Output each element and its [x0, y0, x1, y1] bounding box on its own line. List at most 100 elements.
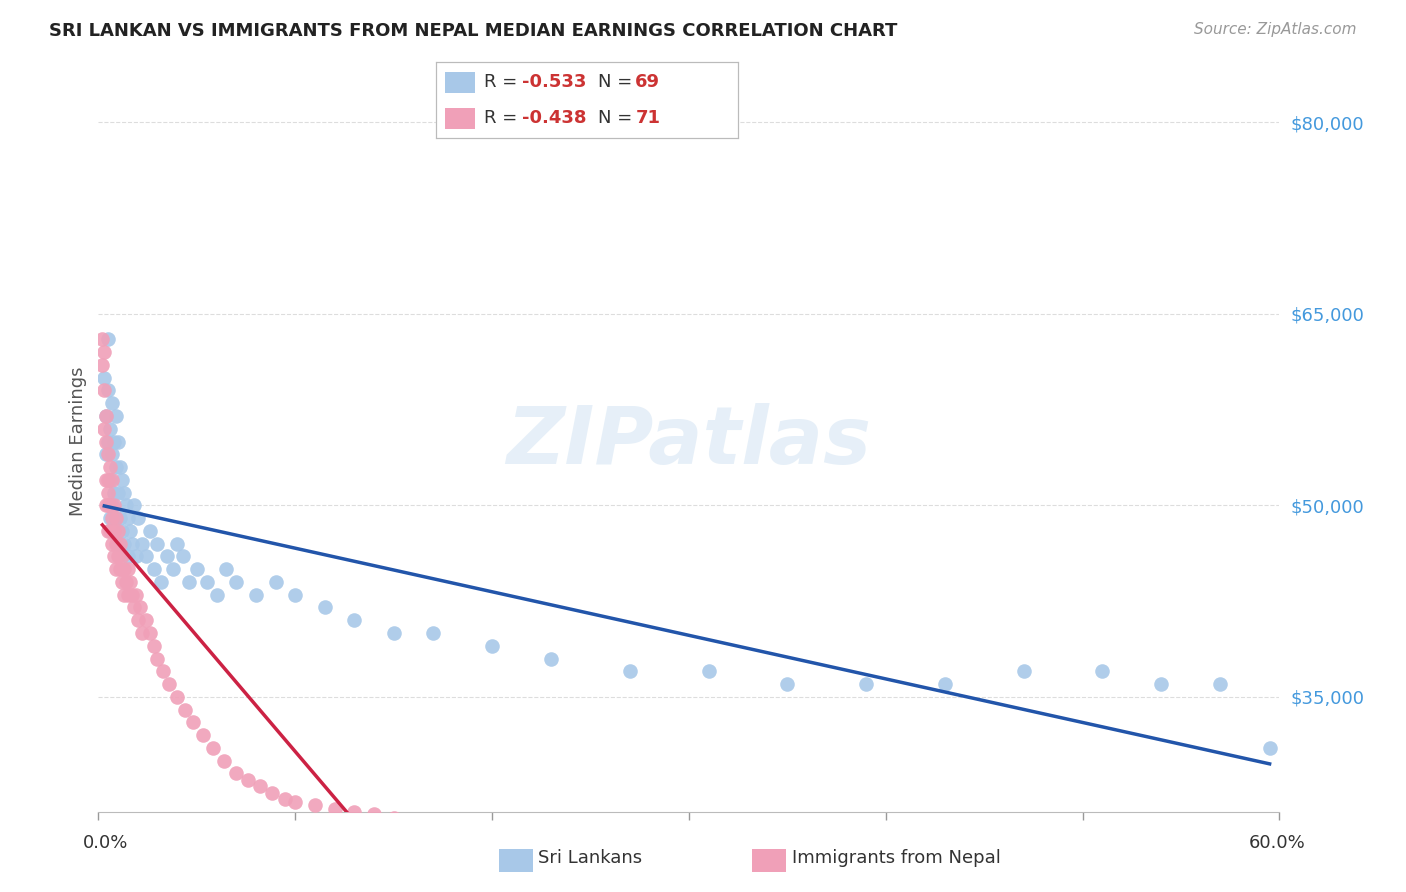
Point [107, 549, 129, 564]
Point [107, 524, 129, 538]
Point [146, 536, 169, 550]
Point [166, 690, 188, 704]
Point [97, 499, 120, 513]
Point [128, 600, 150, 615]
Text: Sri Lankans: Sri Lankans [538, 849, 643, 867]
Point [112, 562, 135, 576]
Point [97, 447, 120, 461]
Point [382, 626, 405, 640]
Point [105, 460, 128, 475]
Point [118, 574, 141, 589]
Point [103, 499, 125, 513]
Point [236, 772, 259, 787]
Text: 69: 69 [636, 73, 661, 91]
Point [101, 396, 124, 410]
Point [117, 549, 139, 564]
Point [934, 677, 956, 691]
Point [201, 740, 224, 755]
Point [101, 511, 124, 525]
Point [776, 677, 799, 691]
Point [142, 639, 165, 653]
Point [382, 811, 405, 825]
Point [91, 333, 114, 347]
Point [98, 460, 121, 475]
Point [177, 574, 200, 589]
Point [1258, 740, 1281, 755]
Point [172, 549, 194, 564]
Point [111, 524, 134, 538]
Point [205, 588, 228, 602]
Point [157, 677, 180, 691]
Point [127, 511, 149, 525]
Point [225, 766, 247, 780]
Point [96, 499, 118, 513]
Text: ZIPatlas: ZIPatlas [506, 402, 872, 481]
Point [96, 434, 118, 449]
Point [117, 588, 139, 602]
Point [122, 499, 145, 513]
Text: Source: ZipAtlas.com: Source: ZipAtlas.com [1194, 22, 1357, 37]
Point [461, 823, 484, 838]
Point [125, 588, 148, 602]
Text: N =: N = [598, 109, 637, 128]
Point [101, 536, 124, 550]
Bar [444, 108, 475, 129]
Point [135, 613, 157, 627]
Point [105, 409, 128, 423]
Point [97, 384, 120, 398]
Point [156, 549, 179, 564]
Point [112, 485, 135, 500]
Point [96, 473, 118, 487]
Bar [444, 71, 475, 93]
Text: 60.0%: 60.0% [1249, 834, 1305, 852]
Point [101, 499, 124, 513]
Point [105, 511, 128, 525]
Point [96, 409, 118, 423]
Point [98, 511, 121, 525]
Point [103, 434, 125, 449]
Point [150, 574, 173, 589]
Text: -0.533: -0.533 [522, 73, 586, 91]
Text: 71: 71 [636, 109, 661, 128]
Point [284, 795, 307, 809]
Point [112, 536, 135, 550]
Point [103, 524, 125, 538]
Point [108, 536, 131, 550]
Point [191, 728, 214, 742]
Point [93, 370, 115, 384]
Text: 0.0%: 0.0% [83, 834, 128, 852]
Text: Immigrants from Nepal: Immigrants from Nepal [792, 849, 1001, 867]
Point [166, 536, 188, 550]
Point [125, 549, 148, 564]
Point [111, 473, 134, 487]
Point [174, 703, 197, 717]
Point [323, 802, 346, 816]
Point [135, 549, 157, 564]
Point [122, 600, 145, 615]
Point [107, 536, 129, 550]
Point [146, 651, 169, 665]
Point [108, 562, 131, 576]
Point [138, 524, 160, 538]
Point [105, 511, 128, 525]
Point [91, 358, 114, 372]
Point [108, 460, 131, 475]
Point [98, 473, 121, 487]
Y-axis label: Median Earnings: Median Earnings [69, 367, 87, 516]
Point [162, 562, 184, 576]
Text: -0.438: -0.438 [522, 109, 586, 128]
Point [540, 651, 562, 665]
Point [304, 798, 326, 813]
Point [1209, 677, 1232, 691]
Text: N =: N = [598, 73, 637, 91]
Point [118, 524, 141, 538]
Point [274, 792, 297, 806]
Point [343, 805, 366, 819]
Point [98, 524, 121, 538]
Point [121, 536, 143, 550]
Point [481, 639, 503, 653]
Point [111, 574, 134, 589]
Point [225, 574, 247, 589]
Point [1150, 677, 1173, 691]
Point [260, 786, 283, 800]
